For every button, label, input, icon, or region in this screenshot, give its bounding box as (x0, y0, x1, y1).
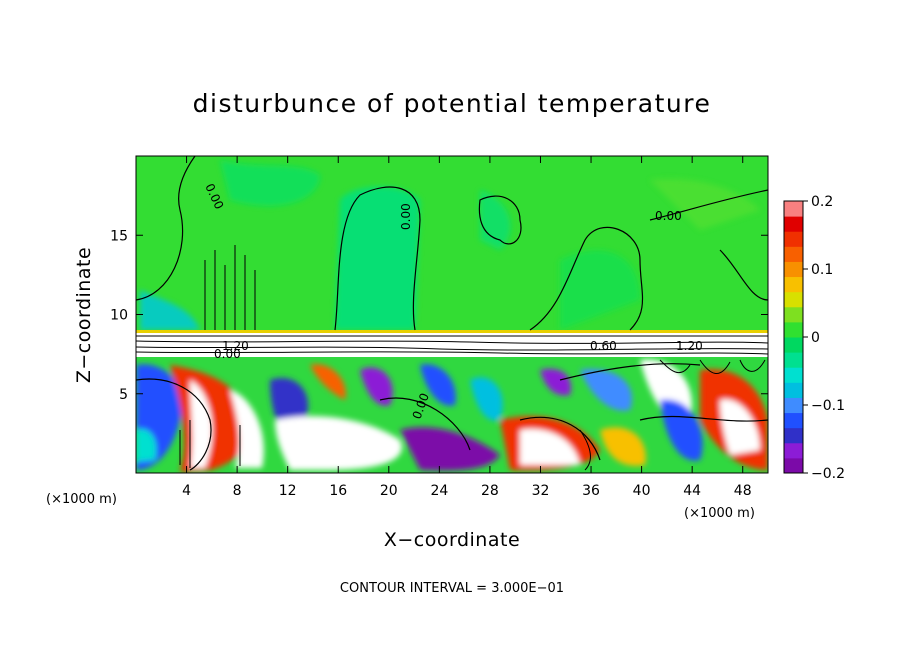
colorbar-swatch (784, 382, 803, 398)
colorbar-tick-label: 0 (811, 330, 820, 346)
contour-label: 0.00 (399, 203, 413, 230)
colorbar-swatch (784, 216, 803, 232)
colorbar-swatch (784, 427, 803, 444)
y-axis: 5 10 15 (110, 228, 768, 403)
x-axis: 4 8 12 16 20 24 28 32 36 40 44 48 (182, 156, 752, 499)
colorbar-swatch (784, 337, 803, 353)
contour-label: 0.00 (214, 347, 241, 361)
contour-interval-note: CONTOUR INTERVAL = 3.000E−01 (340, 581, 564, 596)
colorbar-swatch (784, 442, 803, 459)
colorbar-swatches (784, 201, 803, 474)
contour-lines (136, 156, 768, 471)
contour-clusters (179, 245, 766, 471)
colorbar-tick-label: −0.1 (811, 398, 845, 414)
plot-area: 0.00 0.00 0.00 0.00 1.20 0.00 0.60 1.20 (136, 156, 768, 473)
x-tick-label: 16 (329, 483, 347, 499)
chart-title: disturbunce of potential temperature (193, 89, 712, 118)
x-tick-label: 24 (430, 483, 448, 499)
colorbar-swatch (784, 397, 803, 414)
contour-label: 1.20 (676, 339, 703, 353)
y-tick-label: 15 (110, 228, 128, 244)
x-tick-label: 36 (582, 483, 600, 499)
x-unit-label-left: (×1000 m) (46, 492, 117, 507)
colorbar-swatch (784, 306, 803, 323)
x-tick-label: 44 (683, 483, 701, 499)
y-axis-label: Z−coordinate (73, 247, 95, 383)
x-tick-label: 28 (481, 483, 499, 499)
contour-label: 1.20 (222, 339, 249, 353)
colorbar-tick-label: 0.2 (811, 194, 833, 210)
y-tick-label: 10 (110, 308, 128, 324)
colorbar-swatch (784, 367, 803, 383)
colorbar-swatch (784, 231, 803, 247)
colorbar-swatch (784, 201, 803, 217)
colorbar-swatch (784, 412, 803, 429)
x-tick-label: 20 (380, 483, 398, 499)
colorbar-ticks: 0.2 0.1 0 −0.1 −0.2 (803, 194, 845, 482)
colorbar-swatch (784, 276, 803, 293)
contour-labels: 0.00 0.00 0.00 0.00 1.20 0.00 0.60 1.20 (202, 181, 702, 421)
colorbar-tick-label: 0.1 (811, 262, 833, 278)
contour-label: 0.00 (655, 209, 682, 223)
x-tick-label: 32 (532, 483, 550, 499)
x-axis-label: X−coordinate (384, 529, 520, 551)
y-tick-label: 5 (119, 387, 128, 403)
colorbar-swatch (784, 352, 803, 368)
x-tick-label: 12 (279, 483, 297, 499)
contour-label: 0.60 (590, 339, 617, 353)
x-unit-label-right: (×1000 m) (684, 506, 755, 521)
field-lower (136, 357, 768, 473)
field-interface (136, 330, 768, 357)
field-upper (136, 156, 768, 332)
x-tick-label: 48 (734, 483, 752, 499)
colorbar-swatch (784, 321, 803, 338)
colorbar-swatch (784, 261, 803, 278)
colorbar-swatch (784, 246, 803, 262)
colorbar-swatch (784, 457, 803, 474)
x-tick-label: 8 (233, 483, 242, 499)
x-tick-label: 40 (633, 483, 651, 499)
colorbar-tick-label: −0.2 (811, 466, 845, 482)
colorbar: 0.2 0.1 0 −0.1 −0.2 (783, 194, 845, 482)
colorbar-swatch (784, 291, 803, 308)
x-tick-label: 4 (182, 483, 191, 499)
